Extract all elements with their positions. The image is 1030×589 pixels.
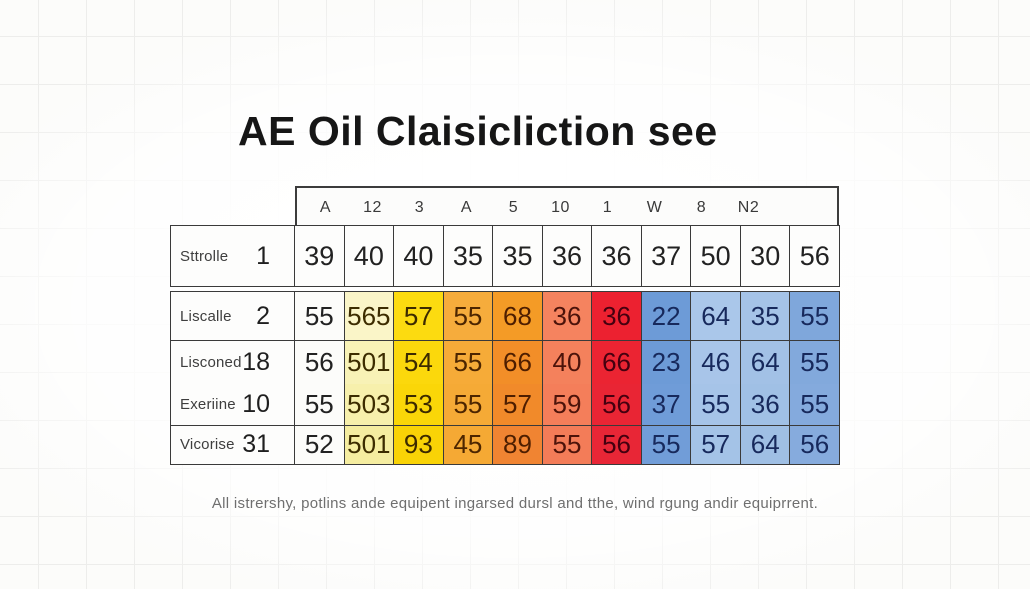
value-cell: 89 [492,425,542,464]
value-cell: 36 [739,384,790,426]
row-label: Liscalle [180,307,232,325]
column-header: 8 [696,198,707,216]
row-index: 18 [242,347,270,376]
value-cell: 56 [789,226,840,287]
row-index: 31 [242,430,270,459]
value-cell: 66 [591,340,641,384]
value-cell: 52 [294,425,344,464]
column-header: 10 [551,198,570,216]
value-cell: 55 [442,292,493,341]
value-cell: 37 [640,226,691,287]
value-cell: 36 [591,292,641,341]
column-header: 12 [363,198,382,216]
value-cell: 37 [640,384,691,426]
table-row: Exeriine 10 55 503 53 55 57 59 56 37 55 36 55 [170,383,840,427]
value-cell: 59 [541,384,592,426]
value-cell: 55 [789,384,840,426]
value-cell: 55 [294,292,344,341]
value-cell: 56 [294,340,344,384]
value-cell: 56 [591,384,641,426]
row-label-cell: Lisconed 18 [171,340,294,384]
value-cell: 35 [739,292,790,341]
value-cell: 57 [690,425,740,464]
value-cell: 57 [393,292,443,341]
column-header: 1 [602,198,613,216]
row-label-cell: Exeriine 10 [171,384,294,426]
value-cell: 56 [591,425,641,464]
value-cell: 55 [789,292,840,341]
value-cell: 35 [492,226,542,287]
column-header: 3 [414,198,425,216]
value-cell: 53 [393,384,443,426]
table-column-header-row: A 12 3 A 5 10 1 W 8 N2 [295,186,839,229]
value-cell: 57 [492,384,542,426]
value-cell: 35 [442,226,493,287]
value-cell: 30 [739,226,790,287]
value-cell: 39 [294,226,344,287]
value-cell: 55 [442,340,493,384]
value-cell: 55 [690,384,740,426]
column-header: W [646,198,663,216]
value-cell: 55 [640,425,691,464]
column-header: 5 [508,198,519,216]
row-label: Lisconed [180,353,242,371]
table-row: Lisconed 18 56 501 54 55 66 40 66 23 46 64 55 [170,339,840,385]
value-cell: 45 [442,425,493,464]
row-index: 2 [256,301,270,330]
value-cell: 55 [541,425,592,464]
value-cell: 68 [492,292,542,341]
table-row: Liscalle 2 55 565 57 55 68 36 36 22 64 35 55 [170,291,840,342]
value-cell: 36 [591,226,641,287]
value-cell: 55 [442,384,493,426]
value-cell: 501 [343,340,394,384]
row-label: Exeriine [180,396,236,414]
value-cell: 565 [343,292,394,341]
value-cell: 50 [690,226,740,287]
row-label: Vicorise [180,436,235,454]
value-cell: 54 [393,340,443,384]
value-cell: 93 [393,425,443,464]
oil-classification-table: Sttrolle 1 39 40 40 35 35 36 36 37 50 30 56 Liscalle 2… [170,225,840,465]
value-cell: 46 [690,340,740,384]
row-index: 10 [242,390,270,419]
row-index: 1 [256,241,270,270]
value-cell: 55 [789,340,840,384]
value-cell: 64 [739,425,790,464]
row-label-cell: Sttrolle 1 [171,226,294,287]
value-cell: 501 [343,425,394,464]
row-label-cell: Liscalle 2 [171,292,294,341]
value-cell: 40 [343,226,394,287]
value-cell: 23 [640,340,691,384]
value-cell: 22 [640,292,691,341]
value-cell: 64 [690,292,740,341]
value-cell: 503 [343,384,394,426]
value-cell: 55 [294,384,344,426]
column-header: A [319,198,332,216]
column-header: N2 [737,198,760,216]
value-cell: 40 [541,340,592,384]
row-label: Sttrolle [180,247,229,265]
table-row: Vicorise 31 52 501 93 45 89 55 56 55 57 64 56 [170,424,840,465]
page-title: AE Oil Claisicliction see [238,108,718,154]
caption-text: All istrershy, potlins ande equipent ing… [211,495,819,512]
value-cell: 64 [739,340,790,384]
row-label-cell: Vicorise 31 [171,425,294,464]
value-cell: 40 [393,226,443,287]
table-row: Sttrolle 1 39 40 40 35 35 36 36 37 50 30 56 [170,225,840,288]
value-cell: 56 [789,425,840,464]
value-cell: 36 [541,226,592,287]
value-cell: 36 [541,292,592,341]
value-cell: 66 [492,340,542,384]
column-header: A [460,198,473,216]
